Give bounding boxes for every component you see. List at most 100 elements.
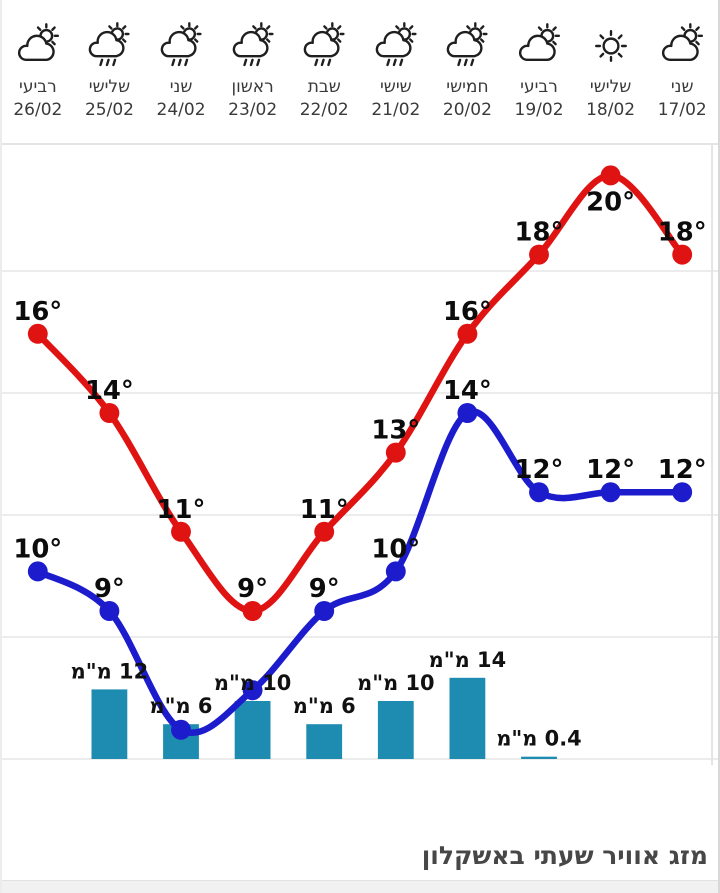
low-temp-point-22-02 bbox=[314, 601, 335, 621]
day-name: חמישי bbox=[446, 77, 489, 97]
day-date: 18/02 bbox=[586, 100, 636, 121]
low-temp-point-25-02 bbox=[99, 601, 120, 621]
day-date: 25/02 bbox=[84, 100, 134, 121]
precip-label: 14 מ"מ bbox=[429, 648, 506, 672]
low-temp-point-17-02 bbox=[672, 482, 693, 503]
partly-cloudy-icon bbox=[658, 22, 706, 70]
rain-sun-icon bbox=[85, 22, 133, 70]
day-date: 21/02 bbox=[371, 100, 421, 121]
low-temp-label: 12° bbox=[586, 455, 635, 485]
low-temp-point-20-02 bbox=[457, 403, 478, 423]
high-temp-label: 20° bbox=[586, 187, 635, 217]
precip-label: 6 מ"מ bbox=[150, 694, 213, 718]
day-name: שבת bbox=[307, 77, 341, 97]
low-temp-point-24-02 bbox=[171, 719, 191, 740]
day-column-26-02: רביעי 26/02 bbox=[2, 0, 74, 143]
low-temp-label: 10° bbox=[13, 534, 62, 564]
precip-bar-23-02 bbox=[234, 701, 271, 759]
partly-cloudy-icon bbox=[515, 22, 563, 70]
precip-bar-22-02 bbox=[306, 724, 343, 759]
day-column-18-02: שלישי 18/02 bbox=[575, 0, 647, 143]
low-temp-point-21-02 bbox=[385, 561, 406, 582]
day-column-20-02: חמישי 20/02 bbox=[432, 0, 504, 143]
partly-cloudy-icon bbox=[14, 22, 62, 70]
high-temp-point-22-02 bbox=[314, 521, 335, 542]
precip-bar-20-02 bbox=[449, 677, 486, 759]
day-column-22-02: שבת 22/02 bbox=[288, 0, 360, 143]
day-column-23-02: ראשון 23/02 bbox=[217, 0, 289, 143]
low-temp-label: 12° bbox=[515, 455, 564, 485]
low-temp-label: 14° bbox=[443, 376, 492, 406]
high-temp-label: 18° bbox=[515, 218, 564, 248]
low-temp-label: 9° bbox=[309, 574, 340, 604]
high-temp-label: 16° bbox=[13, 297, 62, 327]
high-temp-label: 14° bbox=[85, 376, 134, 406]
high-temp-point-24-02 bbox=[171, 521, 191, 542]
rain-sun-icon bbox=[229, 22, 277, 70]
day-column-25-02: שלישי 25/02 bbox=[74, 0, 146, 143]
precip-label: 0.4 מ"מ bbox=[496, 727, 581, 751]
precip-label: 10 מ"מ bbox=[214, 671, 291, 695]
day-date: 26/02 bbox=[13, 100, 63, 121]
day-name: רביעי bbox=[19, 77, 57, 97]
footer: מזג אוויר שעתי באשקלון bbox=[2, 765, 718, 880]
precip-bar-25-02 bbox=[91, 689, 128, 759]
day-date: 20/02 bbox=[442, 100, 492, 121]
day-name: שלישי bbox=[88, 77, 131, 97]
day-name: שישי bbox=[379, 77, 412, 97]
high-temp-point-20-02 bbox=[457, 323, 478, 344]
day-date: 17/02 bbox=[657, 100, 707, 121]
day-date: 23/02 bbox=[228, 100, 278, 121]
day-column-19-02: רביעי 19/02 bbox=[503, 0, 575, 143]
high-temp-point-23-02 bbox=[242, 601, 263, 621]
rain-sun-icon bbox=[443, 22, 491, 70]
day-name: רביעי bbox=[520, 77, 558, 97]
high-temp-point-21-02 bbox=[385, 442, 406, 463]
high-temp-label: 16° bbox=[443, 297, 492, 327]
high-temp-point-25-02 bbox=[99, 403, 120, 423]
day-name: שני bbox=[169, 77, 193, 97]
precip-label: 6 מ"מ bbox=[293, 694, 356, 718]
day-date: 19/02 bbox=[514, 100, 564, 121]
temperature-precipitation-chart: 0.4 מ"מ14 מ"מ10 מ"מ6 מ"מ10 מ"מ6 מ"מ12 מ"… bbox=[2, 145, 718, 765]
rain-sun-icon bbox=[157, 22, 205, 70]
precip-bar-21-02 bbox=[377, 701, 414, 759]
hourly-weather-link[interactable]: מזג אוויר שעתי באשקלון bbox=[421, 841, 708, 870]
high-temp-point-19-02 bbox=[529, 244, 549, 265]
day-date: 22/02 bbox=[299, 100, 349, 121]
low-temp-point-19-02 bbox=[529, 482, 549, 503]
low-temp-label: 12° bbox=[658, 455, 707, 485]
high-temp-point-26-02 bbox=[27, 323, 48, 344]
day-name: ראשון bbox=[231, 77, 274, 97]
low-temp-point-26-02 bbox=[27, 561, 48, 582]
high-temp-line bbox=[34, 172, 686, 615]
sunny-icon bbox=[587, 22, 635, 70]
low-temp-label: 9° bbox=[94, 574, 125, 604]
high-temp-point-18-02 bbox=[600, 165, 621, 186]
rain-sun-icon bbox=[300, 22, 348, 70]
low-temp-line bbox=[34, 408, 686, 736]
high-temp-label: 11° bbox=[157, 495, 206, 525]
precip-bar-19-02 bbox=[521, 756, 557, 759]
day-name: שלישי bbox=[589, 77, 632, 97]
forecast-days-header: שני 17/02 שלישי 18/02 רביעי 19/02 חמישי 20/02 שי… bbox=[2, 0, 718, 145]
day-column-24-02: שני 24/02 bbox=[145, 0, 217, 143]
day-column-21-02: שישי 21/02 bbox=[360, 0, 432, 143]
day-column-17-02: שני 17/02 bbox=[646, 0, 718, 143]
day-date: 24/02 bbox=[156, 100, 206, 121]
low-temp-label: 10° bbox=[371, 534, 420, 564]
high-temp-label: 9° bbox=[237, 574, 268, 604]
high-temp-label: 11° bbox=[300, 495, 349, 525]
low-temp-point-18-02 bbox=[600, 482, 621, 503]
high-temp-point-17-02 bbox=[672, 244, 693, 265]
rain-sun-icon bbox=[372, 22, 420, 70]
precip-label: 10 מ"מ bbox=[357, 671, 434, 695]
high-temp-label: 13° bbox=[371, 416, 420, 446]
day-name: שני bbox=[670, 77, 694, 97]
low-temp-point-23-02 bbox=[242, 680, 263, 701]
high-temp-label: 18° bbox=[658, 218, 707, 248]
bottom-band bbox=[2, 880, 718, 893]
forecast-chart: 0.4 מ"מ 14 מ"מ 10 מ"מ 6 מ"מ 10 מ"מ 6 מ"מ 12 מ"… bbox=[2, 145, 718, 765]
precip-label: 12 מ"מ bbox=[71, 659, 148, 683]
